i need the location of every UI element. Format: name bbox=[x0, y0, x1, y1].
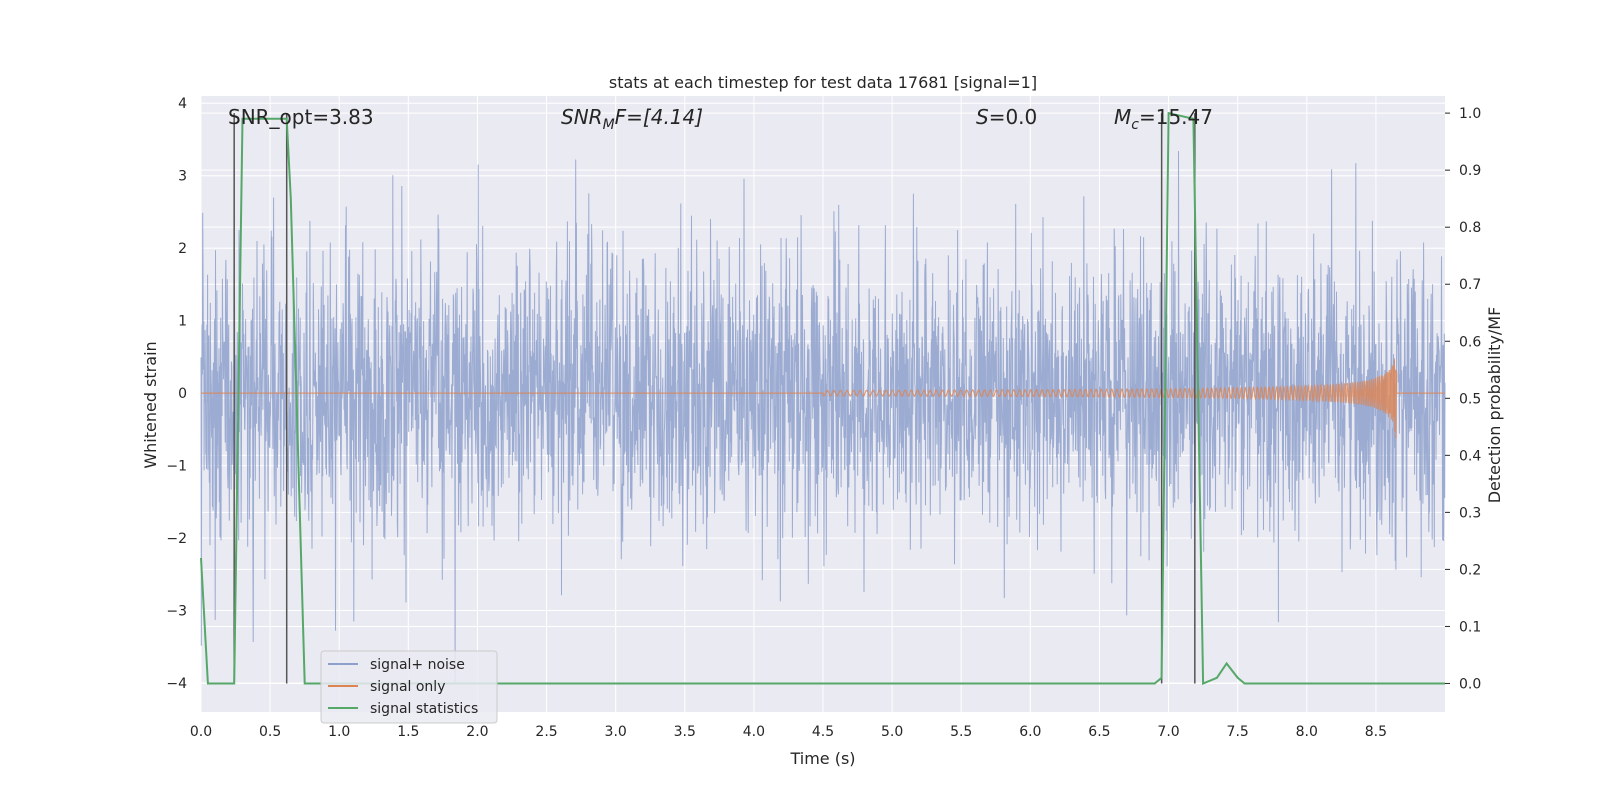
x-tick-label-12: 6.0 bbox=[1019, 724, 1041, 740]
y-right-tick-label-9: 0.1 bbox=[1459, 619, 1481, 635]
signal-series bbox=[201, 359, 1445, 439]
y-right-tick-label-5: 0.5 bbox=[1459, 391, 1481, 407]
signal-line bbox=[201, 359, 1445, 439]
x-tick-label-8: 4.0 bbox=[743, 724, 765, 740]
y-tick-label-1: 3 bbox=[178, 169, 187, 185]
x-tick-label-3: 1.5 bbox=[397, 724, 419, 740]
y-right-tick-label-7: 0.3 bbox=[1459, 505, 1481, 521]
y-tick-label-7: −3 bbox=[166, 604, 187, 620]
y-tick-label-2: 2 bbox=[178, 241, 187, 257]
x-tick-label-2: 1.0 bbox=[328, 724, 350, 740]
stats-series bbox=[200, 111, 1445, 685]
s-stat-prefix: S bbox=[976, 105, 989, 129]
x-tick-label-17: 8.5 bbox=[1365, 724, 1387, 740]
x-tick-label-1: 0.5 bbox=[259, 724, 281, 740]
y-axis-label: Whitened strain bbox=[141, 341, 160, 468]
y-tick-label-5: −1 bbox=[166, 459, 187, 475]
x-tick-label-9: 4.5 bbox=[812, 724, 834, 740]
y-right-tick-label-8: 0.2 bbox=[1459, 562, 1481, 578]
mc-annotation: Mc=15.47 bbox=[1114, 105, 1213, 133]
legend: signal+ noise signal only signal statist… bbox=[320, 650, 498, 724]
x-tick-label-5: 2.5 bbox=[535, 724, 557, 740]
x-tick-label-14: 7.0 bbox=[1157, 724, 1179, 740]
mc-prefix: M bbox=[1114, 105, 1131, 129]
y-tick-label-3: 1 bbox=[178, 314, 187, 330]
noise-series bbox=[200, 151, 1446, 684]
legend-label-stats: signal statistics bbox=[370, 701, 478, 717]
x-tick-label-6: 3.0 bbox=[605, 724, 627, 740]
x-tick-label-10: 5.0 bbox=[881, 724, 903, 740]
y-tick-label-6: −2 bbox=[166, 531, 187, 547]
y-right-tick-label-6: 0.4 bbox=[1459, 448, 1481, 464]
legend-label-signal: signal only bbox=[370, 679, 445, 695]
x-tick-label-13: 6.5 bbox=[1088, 724, 1110, 740]
snr-mf-annotation: SNRMF=[4.14] bbox=[561, 105, 703, 133]
x-axis-label: Time (s) bbox=[789, 749, 855, 768]
y-right-axis-label: Detection probability/MF bbox=[1485, 307, 1504, 504]
y-right-tick-label-1: 0.9 bbox=[1459, 163, 1481, 179]
y-tick-label-8: −4 bbox=[166, 676, 187, 692]
chart-title: stats at each timestep for test data 176… bbox=[609, 73, 1037, 92]
y-right-tick-labels: 1.0 0.9 0.8 0.7 0.6 0.5 0.4 0.3 0.2 0.1 0.0 bbox=[1445, 106, 1481, 692]
mc-sub: c bbox=[1131, 117, 1139, 133]
y-right-tick-label-4: 0.6 bbox=[1459, 334, 1481, 350]
x-tick-label-7: 3.5 bbox=[674, 724, 696, 740]
y-tick-label-4: 0 bbox=[178, 386, 187, 402]
x-tick-label-11: 5.5 bbox=[950, 724, 972, 740]
x-tick-labels: 0.0 0.5 1.0 1.5 2.0 2.5 3.0 3.5 4.0 4.5 5.0 5.5 6.0 6… bbox=[190, 724, 1387, 740]
legend-label-noise: signal+ noise bbox=[370, 657, 465, 673]
y-right-tick-label-2: 0.8 bbox=[1459, 220, 1481, 236]
x-tick-label-15: 7.5 bbox=[1227, 724, 1249, 740]
snr-mf-prefix: SNR bbox=[561, 105, 603, 129]
legend-box bbox=[320, 650, 498, 724]
s-stat-annotation: S=0.0 bbox=[976, 105, 1037, 129]
y-tick-labels: 4 3 2 1 0 −1 −2 −3 −4 bbox=[166, 96, 187, 692]
x-tick-label-16: 8.0 bbox=[1296, 724, 1318, 740]
noise-line bbox=[200, 151, 1446, 684]
mc-suffix: =15.47 bbox=[1139, 105, 1213, 129]
stats-line bbox=[200, 111, 1445, 685]
y-right-tick-label-0: 1.0 bbox=[1459, 106, 1481, 122]
vertical-lines bbox=[233, 113, 1196, 684]
y-right-tick-label-10: 0.0 bbox=[1459, 676, 1481, 692]
y-right-tick-label-3: 0.7 bbox=[1459, 277, 1481, 293]
snr-opt-annotation: SNR_opt=3.83 bbox=[228, 105, 374, 129]
x-tick-label-0: 0.0 bbox=[190, 724, 212, 740]
snr-mf-suffix: F=[4.14] bbox=[615, 105, 703, 129]
snr-mf-sub: M bbox=[603, 117, 615, 133]
y-tick-label-0: 4 bbox=[178, 96, 187, 112]
s-stat-suffix: =0.0 bbox=[989, 105, 1038, 129]
x-tick-label-4: 2.0 bbox=[466, 724, 488, 740]
